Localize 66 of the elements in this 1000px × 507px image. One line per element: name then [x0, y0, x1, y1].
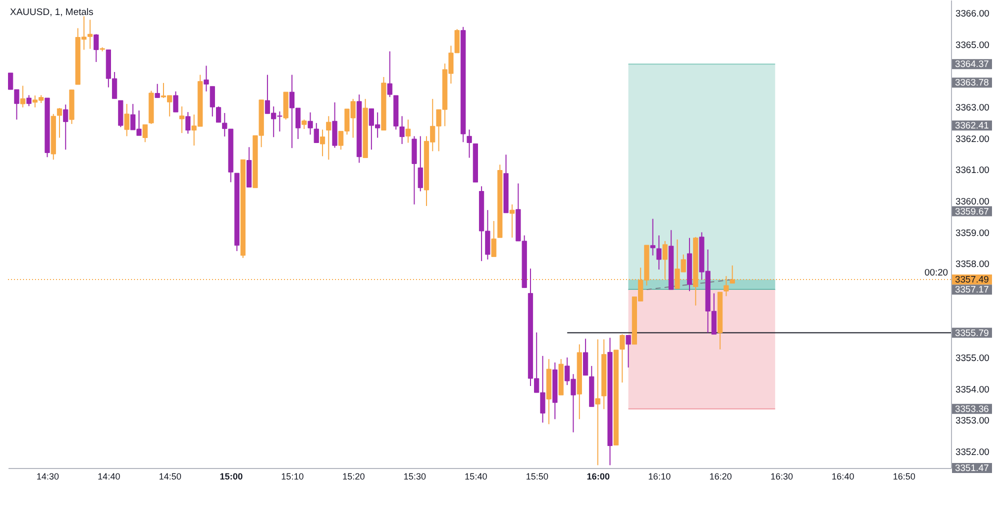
x-tick-label: 16:50	[892, 472, 916, 482]
candlestick	[56, 108, 62, 138]
y-tick-label: 3360.00	[956, 195, 990, 206]
y-tick-label: 3352.00	[956, 446, 990, 457]
candlestick	[418, 136, 423, 192]
text: XAUUSD, 1, Metals	[10, 7, 94, 18]
y2-tick-label: 3363.78	[955, 76, 989, 88]
annotation: 00:20	[924, 266, 948, 278]
candlestick	[399, 116, 405, 144]
candlestick	[185, 112, 190, 134]
candlestick	[179, 106, 184, 134]
y2-tick-label: 3359.67	[955, 205, 989, 216]
candlestick	[466, 129, 472, 158]
x-tick-label: 16:00	[586, 472, 610, 482]
y-tick-label: 3359.00	[956, 226, 990, 238]
y-tick-label: 3363.00	[956, 102, 990, 113]
candlestick	[595, 338, 600, 466]
y2-tick-label: 3355.79	[955, 326, 989, 338]
x-tick-label: 15:20	[342, 472, 365, 482]
candlestick	[94, 34, 99, 62]
y2-tick-label: 3364.37	[955, 58, 989, 70]
x-tick-label: 16:10	[648, 472, 671, 482]
y-tick-label: 3366.00	[956, 8, 990, 19]
candlestick	[142, 124, 148, 143]
x-tick-label: 15:50	[526, 472, 548, 482]
x-tick-label: 16:40	[832, 472, 854, 482]
candlestick	[491, 220, 496, 258]
x-tick-label: 15:30	[404, 472, 426, 482]
x-tick-label: 15:10	[281, 472, 304, 482]
candlestick	[26, 94, 32, 107]
y-tick-label: 3355.00	[956, 352, 990, 363]
x-tick-label: 15:00	[220, 472, 243, 482]
candlestick	[302, 119, 307, 130]
candlestick	[320, 129, 326, 157]
ref-line-label: 3357.49	[955, 274, 989, 285]
candlestick	[173, 90, 178, 113]
y2-tick-label: 3353.36	[955, 402, 989, 414]
y-tick-label: 3362.00	[956, 132, 990, 144]
candlestick	[582, 338, 588, 376]
x-tick-label: 15:40	[464, 472, 488, 482]
y-tick-label: 3365.00	[956, 38, 990, 50]
candlestick	[620, 334, 625, 384]
x-tick-label: 14:50	[158, 472, 182, 482]
y2-tick-label: 3351.47	[955, 462, 989, 473]
x-tick-label: 14:40	[98, 472, 120, 482]
y2-tick-label: 3362.41	[955, 120, 989, 131]
candlestick	[124, 103, 130, 137]
x-tick-label: 16:20	[709, 472, 732, 482]
candlestick	[387, 50, 392, 98]
candlestick	[20, 85, 26, 108]
candlestick	[626, 334, 631, 368]
candlestick	[63, 104, 68, 150]
candlestick	[406, 119, 411, 144]
y-tick-label: 3358.00	[956, 258, 990, 270]
y-tick-label: 3354.00	[956, 383, 990, 394]
candlestick	[510, 204, 515, 238]
candlestick	[308, 112, 313, 136]
y-tick-label: 3353.00	[956, 414, 990, 426]
candlestick	[204, 65, 209, 92]
y2-tick-label: 3357.17	[955, 284, 989, 295]
candlestick	[154, 83, 160, 98]
candlestick	[326, 116, 332, 160]
y-tick-label: 3361.00	[956, 164, 990, 176]
x-tick-label: 16:30	[770, 472, 794, 482]
x-tick-label: 14:30	[36, 472, 60, 482]
candlestick	[314, 122, 319, 144]
